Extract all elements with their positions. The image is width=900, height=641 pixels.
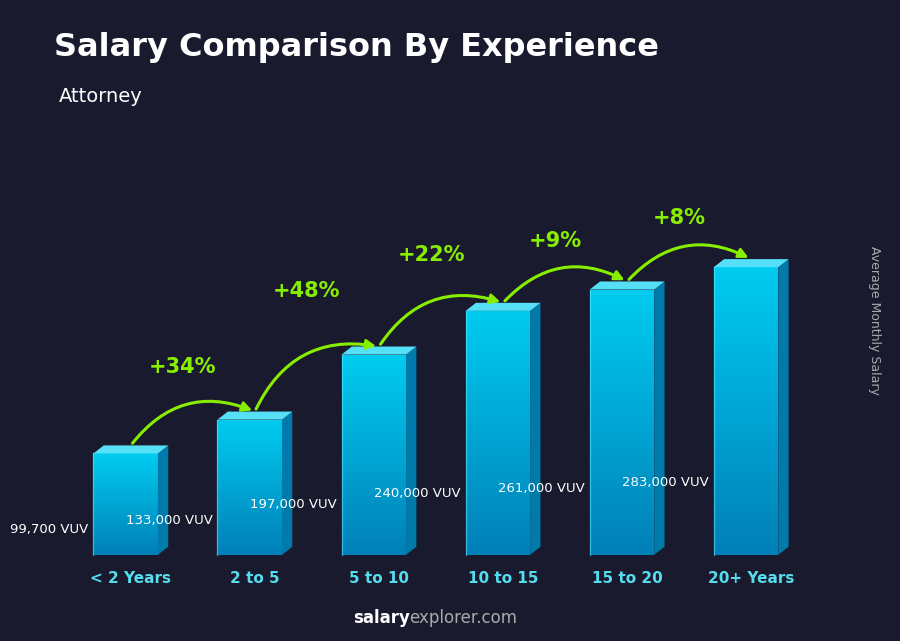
Polygon shape bbox=[158, 445, 168, 555]
Polygon shape bbox=[341, 347, 417, 354]
Text: salary: salary bbox=[353, 609, 410, 627]
FancyArrowPatch shape bbox=[132, 401, 249, 443]
Text: +48%: +48% bbox=[274, 281, 341, 301]
Text: 15 to 20: 15 to 20 bbox=[591, 570, 662, 586]
Polygon shape bbox=[530, 303, 541, 555]
Text: 283,000 VUV: 283,000 VUV bbox=[622, 476, 709, 489]
Text: explorer.com: explorer.com bbox=[410, 609, 518, 627]
Text: 5 to 10: 5 to 10 bbox=[349, 570, 409, 586]
Text: 2 to 5: 2 to 5 bbox=[230, 570, 280, 586]
Text: 133,000 VUV: 133,000 VUV bbox=[126, 515, 212, 528]
Polygon shape bbox=[282, 412, 292, 555]
Text: 99,700 VUV: 99,700 VUV bbox=[10, 523, 88, 536]
FancyArrowPatch shape bbox=[381, 295, 497, 344]
Text: 10 to 15: 10 to 15 bbox=[468, 570, 538, 586]
FancyArrowPatch shape bbox=[505, 267, 622, 301]
Polygon shape bbox=[218, 412, 292, 420]
Polygon shape bbox=[406, 347, 417, 555]
FancyArrowPatch shape bbox=[629, 245, 745, 279]
Polygon shape bbox=[590, 281, 664, 290]
Text: +9%: +9% bbox=[528, 231, 581, 251]
Text: +8%: +8% bbox=[652, 208, 706, 228]
Text: < 2 Years: < 2 Years bbox=[90, 570, 171, 586]
FancyArrowPatch shape bbox=[256, 340, 373, 409]
Text: 20+ Years: 20+ Years bbox=[708, 570, 795, 586]
Polygon shape bbox=[714, 259, 788, 267]
Polygon shape bbox=[94, 445, 168, 453]
Text: +22%: +22% bbox=[397, 244, 464, 265]
Polygon shape bbox=[465, 303, 541, 311]
Text: +34%: +34% bbox=[149, 356, 217, 377]
Text: 197,000 VUV: 197,000 VUV bbox=[250, 498, 337, 512]
Text: Attorney: Attorney bbox=[58, 87, 142, 106]
Text: Average Monthly Salary: Average Monthly Salary bbox=[868, 246, 881, 395]
Polygon shape bbox=[778, 259, 788, 555]
Polygon shape bbox=[654, 281, 664, 555]
Text: 240,000 VUV: 240,000 VUV bbox=[374, 487, 461, 501]
Text: Salary Comparison By Experience: Salary Comparison By Experience bbox=[54, 32, 659, 63]
Text: 261,000 VUV: 261,000 VUV bbox=[498, 482, 585, 495]
